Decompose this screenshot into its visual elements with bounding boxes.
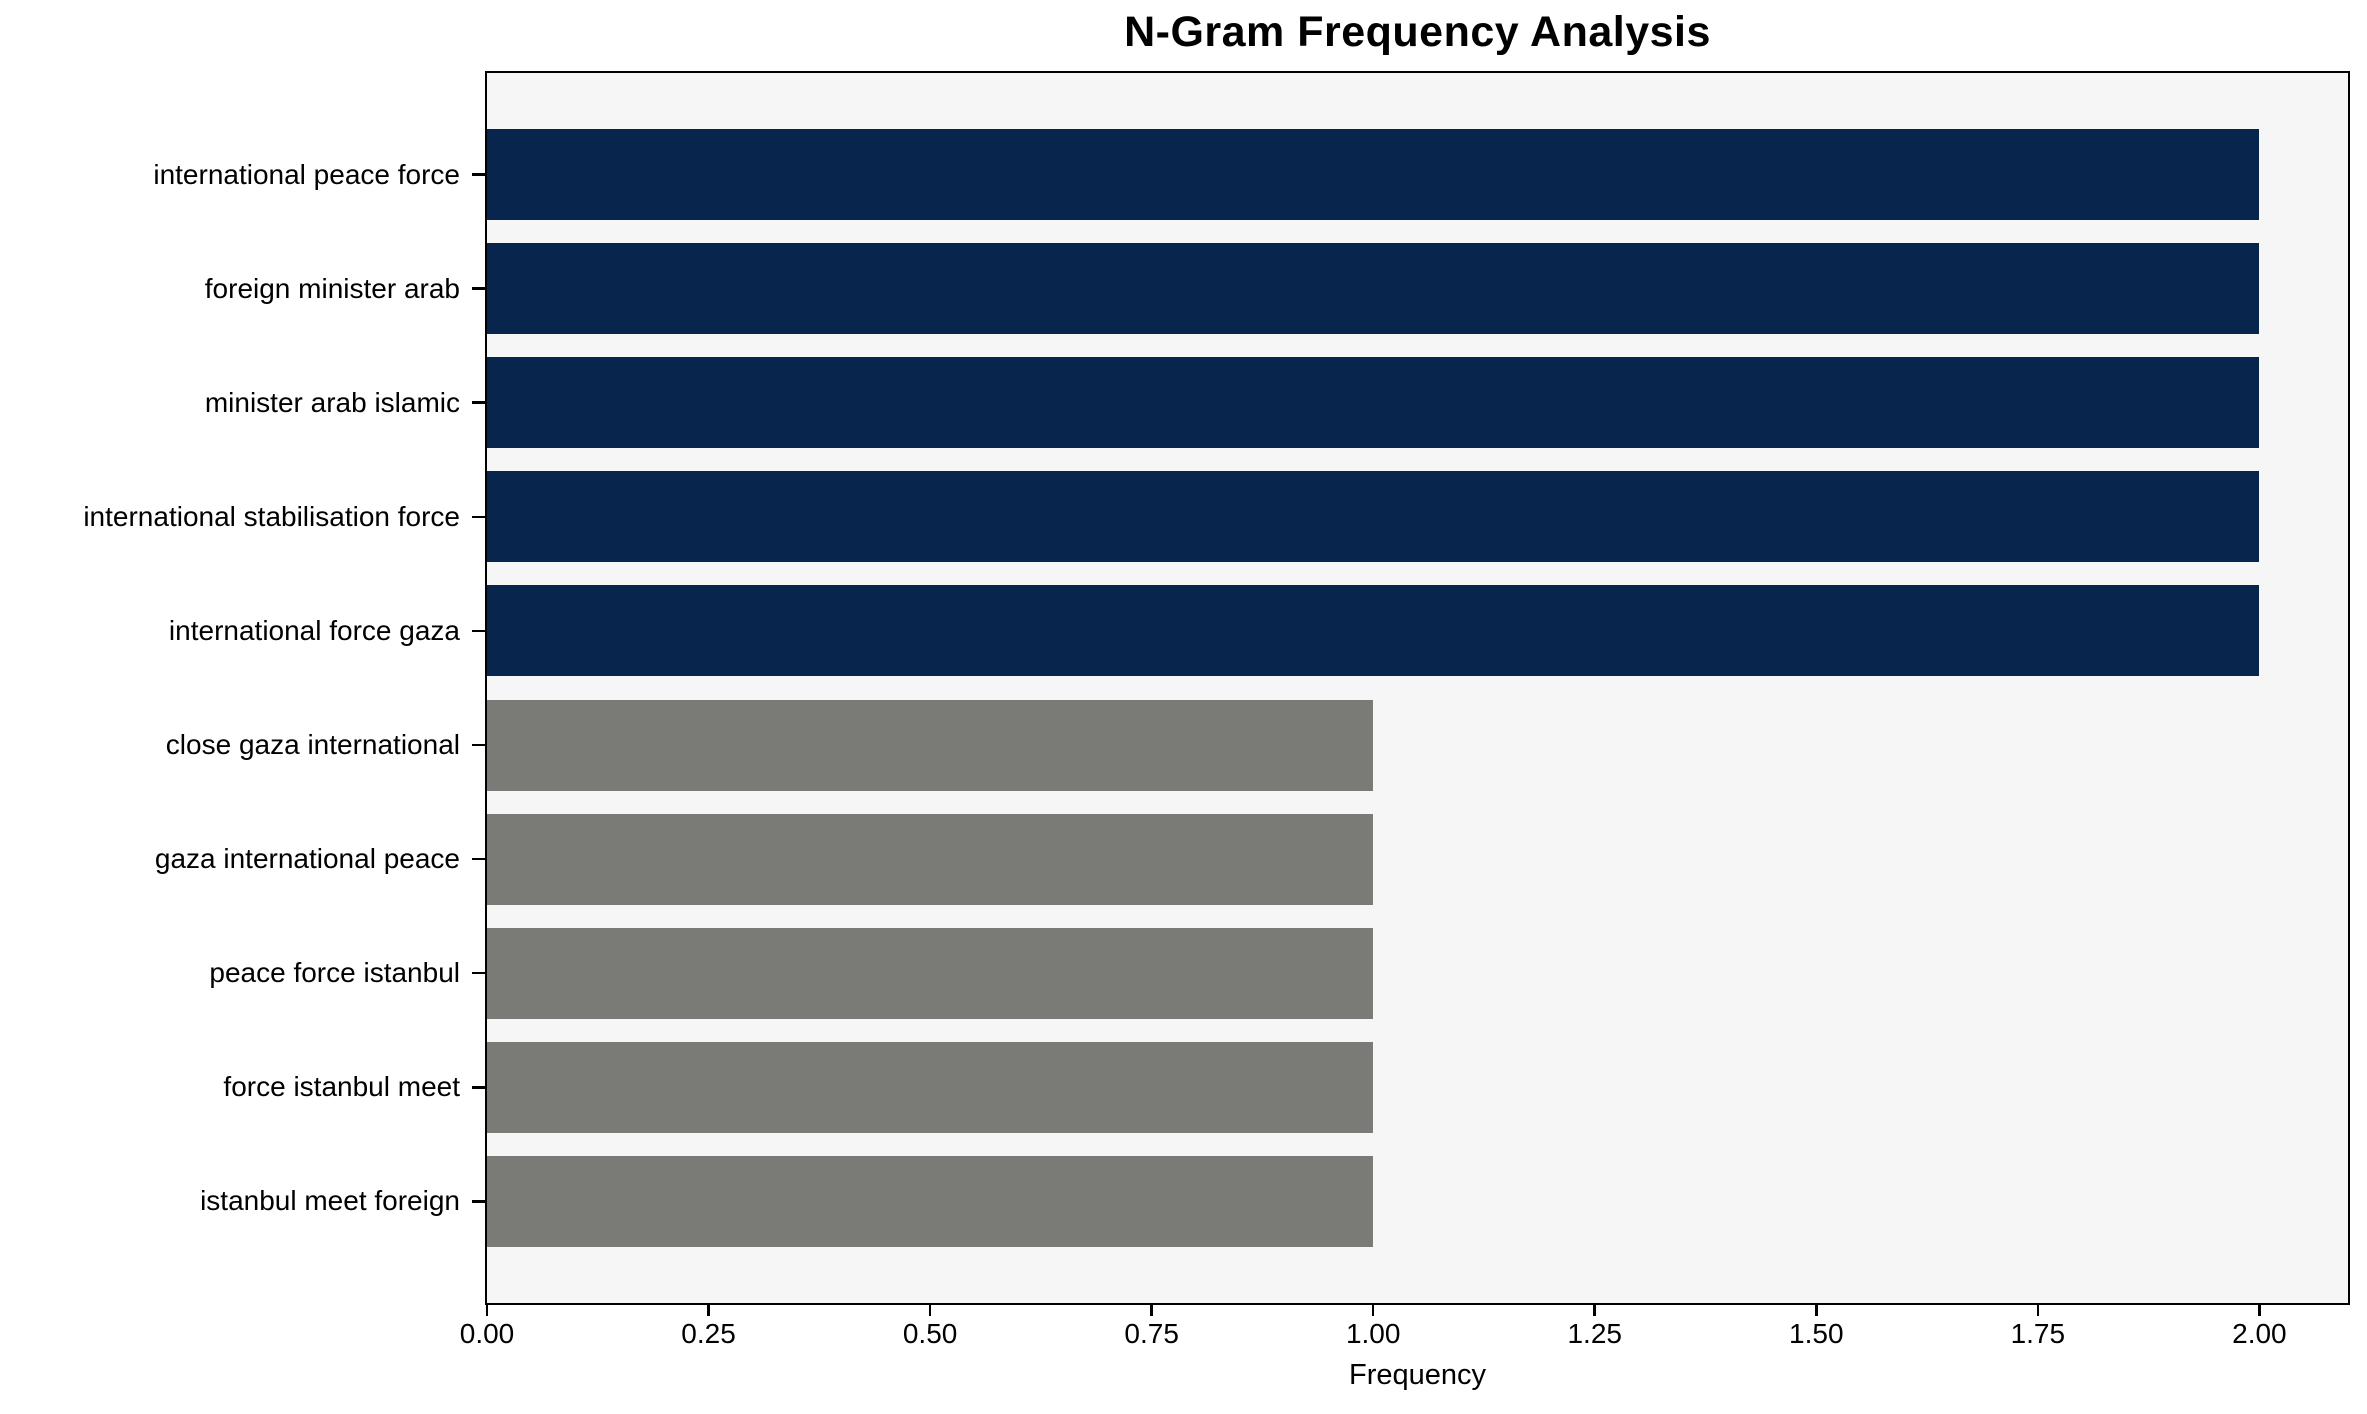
x-tick-mark	[2036, 1303, 2040, 1316]
y-tick-mark	[472, 173, 485, 176]
x-tick-mark	[485, 1303, 489, 1316]
y-tick-label: foreign minister arab	[204, 272, 460, 304]
y-tick-mark	[472, 743, 485, 747]
bar	[487, 243, 2260, 335]
plot-area	[487, 73, 2348, 1303]
x-tick-label: 0.25	[681, 1318, 736, 1349]
y-tick-mark	[472, 515, 485, 519]
bar	[487, 129, 2260, 220]
y-tick-mark	[472, 1086, 485, 1089]
x-tick-label: 1.25	[1567, 1318, 1622, 1349]
x-tick-mark	[1815, 1303, 1818, 1316]
chart-title: N-Gram Frequency Analysis	[1124, 8, 1711, 56]
bar	[487, 585, 2260, 677]
y-tick-label: close gaza international	[165, 729, 460, 760]
y-tick-mark	[472, 971, 485, 975]
y-tick-mark	[472, 1200, 485, 1203]
bar	[487, 1041, 1374, 1133]
y-tick-label: international force gaza	[168, 614, 460, 646]
x-tick-label: 0.50	[902, 1318, 958, 1349]
y-tick-label: peace force istanbul	[209, 957, 460, 989]
x-tick-label: 0.00	[459, 1318, 515, 1349]
x-tick-mark	[2258, 1303, 2261, 1316]
bar	[487, 927, 1374, 1019]
bar	[487, 1155, 1374, 1247]
x-tick-mark	[1150, 1303, 1153, 1316]
y-tick-mark	[472, 629, 485, 633]
y-tick-label: international stabilisation force	[83, 500, 460, 532]
y-tick-mark	[472, 857, 485, 861]
x-tick-label: 2.00	[2232, 1318, 2287, 1349]
bar	[487, 699, 1374, 791]
bar	[487, 813, 1374, 905]
bar	[487, 471, 2260, 563]
x-axis-label: Frequency	[1348, 1359, 1486, 1391]
x-tick-mark	[1371, 1303, 1375, 1316]
x-tick-label: 0.75	[1124, 1318, 1179, 1349]
x-tick-mark	[707, 1303, 710, 1316]
y-tick-label: istanbul meet foreign	[200, 1185, 460, 1217]
x-tick-label: 1.50	[1789, 1318, 1844, 1349]
bar	[487, 357, 2260, 449]
x-tick-mark	[928, 1303, 932, 1316]
y-tick-label: international peace force	[153, 158, 460, 190]
x-tick-label: 1.75	[2010, 1318, 2066, 1349]
y-tick-mark	[472, 401, 485, 404]
y-tick-mark	[472, 287, 485, 290]
x-tick-mark	[1593, 1303, 1596, 1316]
y-tick-label: minister arab islamic	[204, 386, 460, 418]
y-tick-label: gaza international peace	[154, 843, 460, 875]
x-tick-label: 1.00	[1345, 1318, 1401, 1349]
y-tick-label: force istanbul meet	[223, 1071, 460, 1103]
